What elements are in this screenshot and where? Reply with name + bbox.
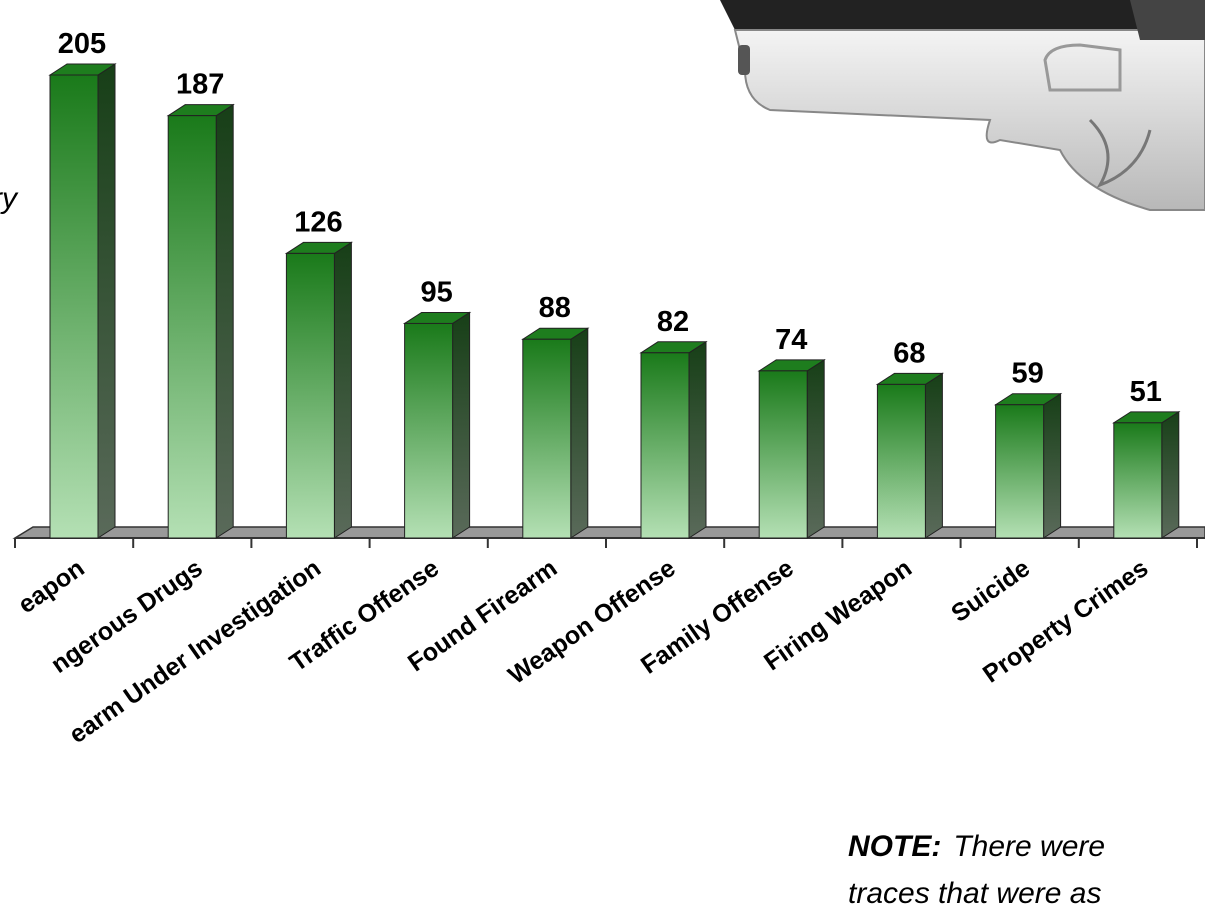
- bar: [522, 338, 572, 539]
- bar: [1113, 422, 1163, 539]
- value-label: 95: [420, 276, 452, 308]
- pistol-illustration: [720, 0, 1205, 211]
- bar: [167, 115, 217, 539]
- note-line: traces that were as: [848, 877, 1101, 910]
- note-label: NOTE:: [848, 830, 941, 863]
- y-axis-label: ry: [0, 182, 19, 215]
- bar: [285, 252, 335, 539]
- bar: [876, 383, 926, 539]
- bar-side: [924, 372, 943, 539]
- value-label: 74: [775, 324, 807, 356]
- value-label: 88: [539, 292, 571, 324]
- bar-side: [806, 358, 825, 539]
- bar: [49, 74, 99, 539]
- value-label: 68: [893, 337, 925, 369]
- bar: [404, 322, 454, 539]
- bar-side: [452, 311, 471, 539]
- bar: [995, 404, 1045, 539]
- bar-side: [333, 241, 352, 539]
- bar-side: [1161, 410, 1180, 539]
- value-label: 187: [176, 69, 224, 101]
- value-label: 82: [657, 306, 689, 338]
- note-line: There were: [953, 830, 1105, 863]
- value-label: 51: [1130, 376, 1162, 408]
- bar-side: [215, 103, 234, 539]
- x-tick-label: eapon: [13, 554, 89, 619]
- value-label: 126: [294, 206, 342, 238]
- x-tick-label: Suicide: [946, 554, 1035, 628]
- value-label: 59: [1011, 358, 1043, 390]
- bar: [758, 370, 808, 539]
- bar-side: [1043, 392, 1062, 539]
- value-label: 205: [58, 28, 106, 60]
- bar-side: [570, 327, 589, 539]
- bar-side: [97, 63, 116, 539]
- bar: [640, 352, 690, 539]
- bar-side: [688, 340, 707, 539]
- note: NOTE: There were: [848, 830, 1105, 863]
